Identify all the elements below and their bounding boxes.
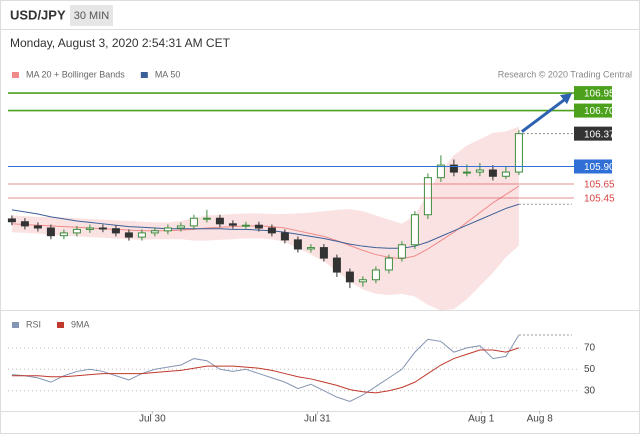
x-tick-label: Jul 31	[304, 414, 331, 425]
candle-body	[319, 247, 328, 259]
candle-body	[228, 223, 237, 226]
level-label-box	[574, 159, 612, 174]
candle-body	[462, 171, 471, 174]
candle-body	[254, 224, 263, 229]
candle-body	[241, 224, 250, 227]
legend-swatch	[57, 322, 65, 328]
candle-body	[501, 171, 510, 177]
level-label-box	[574, 126, 612, 141]
target-arrowhead	[560, 93, 572, 105]
candle-body	[306, 247, 315, 250]
symbol: USD/JPY	[10, 7, 66, 22]
candle-body	[449, 164, 458, 173]
level-label: 106.37	[584, 129, 615, 140]
timeframe-box	[70, 5, 113, 26]
level-label: 106.95	[584, 89, 615, 100]
candle-body	[371, 269, 380, 281]
y-tick-label: 70	[584, 342, 596, 353]
candle-body	[163, 227, 172, 232]
candle-body	[475, 169, 484, 173]
y-tick-label: 50	[584, 364, 596, 375]
level-label-box	[574, 103, 612, 118]
candle-body	[267, 227, 276, 234]
candle-body	[358, 279, 367, 283]
timeframe: 30 MIN	[74, 10, 110, 22]
indicator-line	[11, 334, 520, 402]
candle-body	[384, 257, 393, 271]
level-label: 105.90	[584, 162, 615, 173]
candle-body	[72, 228, 81, 234]
legend-label: MA 50	[155, 69, 181, 79]
candle-body	[488, 169, 497, 177]
indicator-line	[11, 347, 520, 394]
x-tick-label: Aug 8	[527, 414, 554, 425]
candle-body	[436, 164, 445, 179]
timestamp: Monday, August 3, 2020 2:54:31 AM CET	[10, 36, 231, 50]
legend-swatch	[140, 72, 148, 78]
level-label: 106.70	[584, 106, 615, 117]
y-tick-label: 30	[584, 385, 596, 396]
legend-label: RSI	[26, 319, 41, 329]
candle-body	[20, 221, 29, 227]
candle-body	[111, 228, 120, 234]
level-label: 105.65	[584, 180, 615, 191]
target-arrow	[521, 95, 569, 133]
candle-body	[293, 239, 302, 250]
candle-body	[46, 227, 55, 237]
legend-label: 9MA	[71, 319, 90, 329]
candle-body	[124, 232, 133, 238]
candle-body	[85, 227, 94, 230]
candle-body	[410, 214, 419, 246]
candle-body	[137, 232, 146, 238]
candle-body	[215, 217, 224, 225]
candle-body	[280, 232, 289, 241]
candle-body	[7, 218, 16, 223]
ma-line	[11, 203, 520, 249]
candle-body	[33, 225, 42, 229]
candle-body	[423, 177, 432, 216]
candle-body	[332, 257, 341, 273]
candle-body	[202, 217, 211, 220]
candle-body	[150, 230, 159, 234]
candle-body	[189, 217, 198, 227]
candle-body	[98, 227, 107, 230]
level-label: 105.45	[584, 194, 615, 205]
legend-swatch	[12, 72, 19, 78]
level-label-box	[574, 86, 612, 101]
candle-body	[59, 232, 68, 237]
candle-body	[397, 244, 406, 259]
legend-label: MA 20 + Bollinger Bands	[26, 69, 125, 79]
credit: Research © 2020 Trading Central	[498, 69, 632, 79]
candle-body	[176, 225, 185, 229]
x-tick-label: Aug 1	[468, 414, 495, 425]
legend-swatch	[12, 322, 19, 328]
candle-body	[345, 271, 354, 283]
ma-line	[11, 185, 520, 260]
x-tick-label: Jul 30	[139, 414, 166, 425]
